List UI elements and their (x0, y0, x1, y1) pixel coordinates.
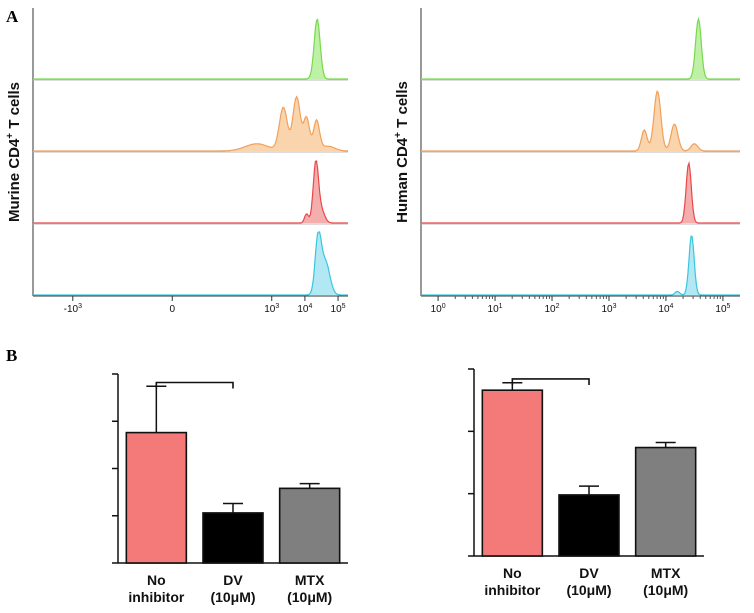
bar (481, 389, 544, 557)
category-line2: inhibitor (484, 582, 541, 598)
panel-label-b: B (6, 346, 17, 365)
x-tick-base: 10 (264, 304, 276, 315)
bar (202, 512, 264, 564)
histogram-area-duvelisib (33, 161, 348, 223)
x-tick-label: 103 (601, 303, 616, 315)
bar (634, 446, 697, 557)
bar (278, 487, 341, 564)
y-axis-title-sup: + (5, 133, 16, 139)
x-tick-base: 10 (545, 304, 557, 315)
x-tick-exp: 5 (342, 303, 346, 310)
x-tick-base: 10 (658, 304, 670, 315)
x-tick-base: 10 (431, 304, 443, 315)
x-tick-label: 105 (331, 303, 346, 315)
y-axis-title: Human CD4+ T cells (393, 81, 411, 223)
bar (558, 494, 620, 557)
x-tick-exp: 2 (556, 303, 560, 310)
histogram-line-stimulated (33, 95, 348, 152)
y-axis-title-tail: T cells (394, 81, 411, 132)
category-line2: (10μM) (287, 589, 332, 605)
y-axis-title-main: Murine CD4 (6, 138, 23, 222)
histogram-line-duvelisib (421, 160, 740, 224)
x-tick-exp: 0 (442, 303, 446, 310)
category-line1: MTX (295, 572, 325, 588)
category-line2: (10μM) (210, 589, 255, 605)
histogram-area-unstimulated (421, 19, 740, 79)
x-tick-base: 0 (169, 304, 175, 315)
x-tick-base: 10 (331, 304, 343, 315)
histogram-line-stimulated (421, 90, 740, 152)
y-axis-title-tail: T cells (6, 82, 23, 133)
histogram-line-duvelisib (33, 160, 348, 224)
x-tick-label: 100 (431, 303, 446, 315)
category-line1: No (147, 572, 166, 588)
histogram-area-mtx (33, 232, 348, 295)
x-tick-exp: 1 (499, 303, 503, 310)
x-tick-base: 10 (488, 304, 500, 315)
x-tick-base: 10 (715, 304, 727, 315)
histogram-area-mtx (421, 236, 740, 295)
x-tick-label: 0 (169, 304, 175, 315)
significance-bracket (511, 378, 590, 385)
category-line1: DV (223, 572, 243, 588)
histogram-line-mtx (421, 235, 740, 296)
x-tick-exp: 4 (309, 303, 313, 310)
category-line1: DV (579, 565, 599, 581)
x-tick-exp: 5 (727, 303, 731, 310)
category-line1: No (503, 565, 522, 581)
x-category-label: MTX (10μM) (287, 572, 332, 605)
x-ticks: 100 101 102 103 104 105 (431, 296, 731, 315)
x-tick-base: 10 (297, 304, 309, 315)
x-tick-base: -10 (64, 304, 79, 315)
x-tick-label: 103 (264, 303, 279, 315)
histogram-area-unstimulated (33, 19, 348, 79)
x-tick-label: 102 (545, 303, 560, 315)
y-axis-title-sup: + (393, 132, 404, 138)
category-line2: (10μM) (643, 582, 688, 598)
category-line2: (10μM) (566, 582, 611, 598)
category-line1: MTX (651, 565, 681, 581)
x-category-label: No inhibitor (128, 572, 185, 605)
significance-bracket (155, 381, 234, 389)
histogram-area-stimulated (33, 96, 348, 151)
x-tick-label: 104 (658, 303, 673, 315)
bar (125, 431, 188, 564)
y-axis-title-main: Human CD4 (394, 137, 411, 223)
x-category-label: DV (10μM) (566, 565, 611, 598)
x-category-label: MTX (10μM) (643, 565, 688, 598)
x-category-label: No inhibitor (484, 565, 541, 598)
x-category-label: DV (10μM) (210, 572, 255, 605)
histogram-area-stimulated (421, 91, 740, 151)
x-tick-exp: 3 (613, 303, 617, 310)
x-tick-exp: 3 (78, 303, 82, 310)
histogram-line-unstimulated (33, 18, 348, 80)
category-line2: inhibitor (128, 589, 185, 605)
x-tick-base: 10 (601, 304, 613, 315)
x-tick-label: 105 (715, 303, 730, 315)
x-tick-exp: 4 (670, 303, 674, 310)
histogram-line-mtx (33, 231, 348, 296)
histogram-line-unstimulated (421, 16, 740, 80)
x-tick-label: 101 (488, 303, 503, 315)
y-axis-title: Murine CD4+ T cells (5, 82, 23, 222)
panel-label-a: A (6, 7, 19, 26)
x-tick-label: -103 (64, 303, 82, 315)
x-ticks: -103 0 103 104 105 (64, 296, 346, 315)
x-tick-label: 104 (297, 303, 312, 315)
x-tick-exp: 3 (275, 303, 279, 310)
